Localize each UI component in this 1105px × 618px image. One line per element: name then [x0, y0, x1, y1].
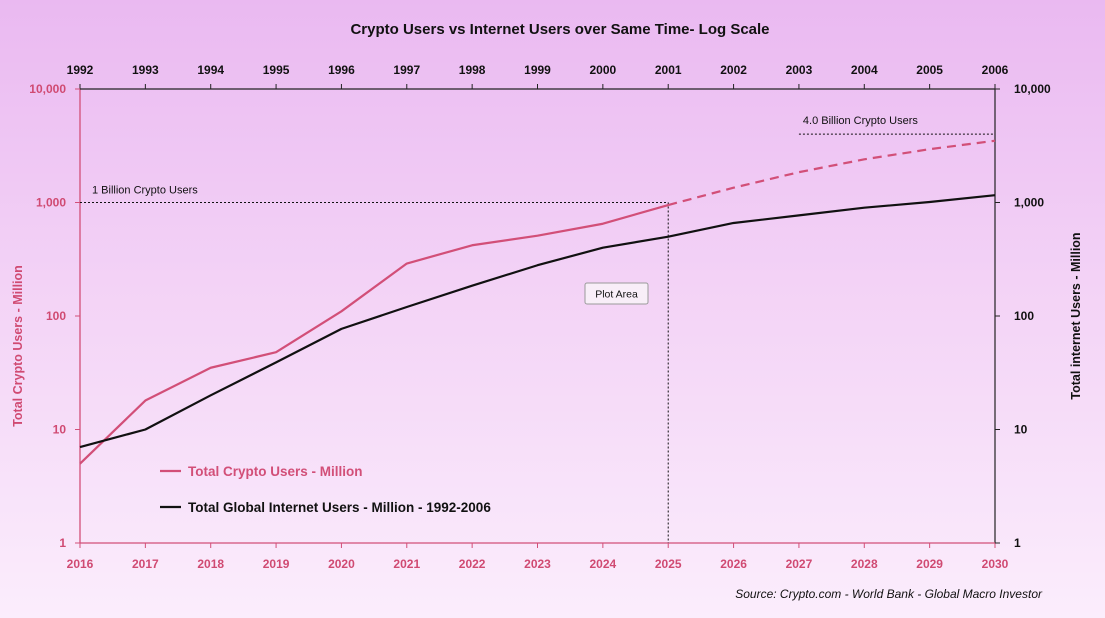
crypto-users-projected-line	[667, 139, 996, 207]
guide-lines: 1 Billion Crypto Users 4.0 Billion Crypto…	[80, 115, 995, 543]
bottom-tick-label: 2025	[655, 557, 682, 571]
legend: Total Crypto Users - Million Total Global…	[160, 464, 491, 515]
bottom-tick-label: 2026	[720, 557, 747, 571]
internet-users-line	[79, 194, 996, 449]
legend-label-crypto: Total Crypto Users - Million	[188, 464, 363, 479]
bottom-tick-label: 2030	[982, 557, 1009, 571]
left-tick-label: 1,000	[36, 196, 66, 210]
four-billion-annotation: 4.0 Billion Crypto Users	[803, 115, 918, 127]
right-axis-title: Total internet Users - Million	[1069, 232, 1083, 399]
top-tick-label: 2002	[720, 63, 747, 77]
tick-labels: 2016 2017 2018 2019 2020 2021 2022 2023 2024 2025…	[11, 63, 1083, 571]
bottom-tick-label: 2022	[459, 557, 486, 571]
top-tick-label: 2004	[851, 63, 878, 77]
right-tick-label: 10,000	[1014, 82, 1051, 96]
top-tick-label: 2003	[786, 63, 813, 77]
top-tick-label: 2005	[916, 63, 943, 77]
top-tick-label: 1999	[524, 63, 551, 77]
top-tick-label: 1996	[328, 63, 355, 77]
one-billion-annotation: 1 Billion Crypto Users	[92, 185, 198, 197]
bottom-tick-label: 2021	[393, 557, 420, 571]
top-tick-label: 2000	[590, 63, 617, 77]
series-lines	[79, 139, 996, 465]
left-tick-label: 10	[53, 423, 67, 437]
left-tick-label: 100	[46, 309, 66, 323]
bottom-tick-label: 2020	[328, 557, 355, 571]
top-tick-label: 1992	[67, 63, 94, 77]
top-tick-label: 2006	[982, 63, 1009, 77]
source-note: Source: Crypto.com - World Bank - Global…	[735, 587, 1043, 601]
top-tick-label: 1994	[197, 63, 224, 77]
crypto-users-actual-line	[79, 203, 669, 465]
bottom-tick-label: 2029	[916, 557, 943, 571]
legend-label-internet: Total Global Internet Users - Million - …	[188, 500, 491, 515]
right-tick-label: 100	[1014, 309, 1034, 323]
bottom-tick-label: 2018	[197, 557, 224, 571]
bottom-tick-label: 2023	[524, 557, 551, 571]
top-tick-label: 1995	[263, 63, 290, 77]
plot-area-tooltip-box	[584, 282, 649, 305]
bottom-tick-label: 2027	[786, 557, 813, 571]
right-tick-label: 1,000	[1014, 196, 1044, 210]
left-tick-label: 10,000	[29, 82, 66, 96]
right-tick-label: 10	[1014, 423, 1028, 437]
bottom-tick-label: 2017	[132, 557, 159, 571]
axes	[75, 84, 1000, 548]
chart-title: Crypto Users vs Internet Users over Same…	[350, 21, 769, 38]
plot-area-tooltip-text: Plot Area	[595, 289, 638, 301]
bottom-tick-label: 2019	[263, 557, 290, 571]
top-tick-label: 1997	[393, 63, 420, 77]
plot-area-tooltip: Plot Area	[584, 282, 649, 305]
top-tick-label: 1998	[459, 63, 486, 77]
left-tick-label: 1	[59, 536, 66, 550]
bottom-tick-label: 2024	[590, 557, 617, 571]
top-tick-label: 2001	[655, 63, 682, 77]
top-tick-label: 1993	[132, 63, 159, 77]
bottom-tick-label: 2028	[851, 557, 878, 571]
right-tick-label: 1	[1014, 536, 1021, 550]
bottom-tick-label: 2016	[67, 557, 94, 571]
left-axis-title: Total Crypto Users - Million	[11, 265, 25, 427]
